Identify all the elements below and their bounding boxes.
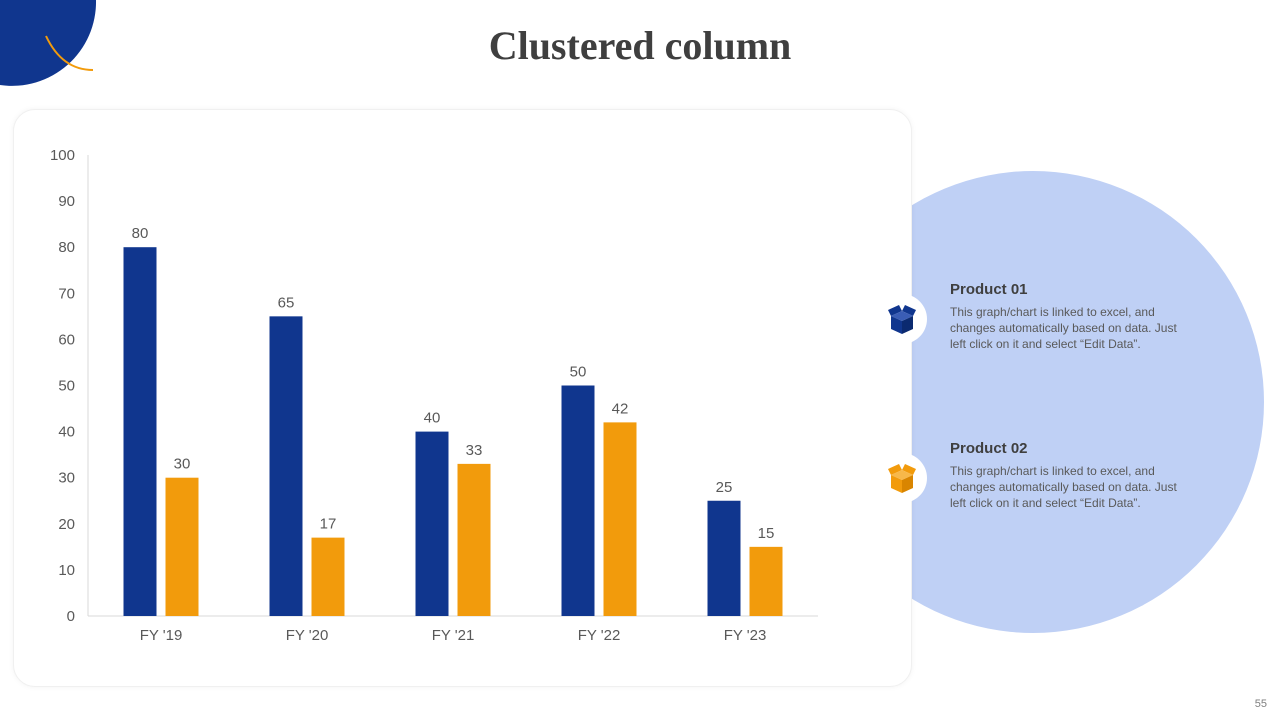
y-tick-label: 0 (67, 608, 75, 625)
y-tick-label: 70 (58, 285, 75, 302)
product-01-badge (877, 294, 927, 344)
bar-product-01 (415, 431, 449, 616)
data-label: 42 (612, 400, 629, 417)
y-tick-label: 30 (58, 470, 75, 487)
data-label: 30 (174, 456, 191, 473)
y-tick-label: 10 (58, 562, 75, 579)
bar-product-02 (749, 546, 783, 616)
open-box-icon (888, 464, 916, 493)
x-category-label: FY '19 (140, 627, 183, 644)
data-label: 50 (570, 364, 587, 381)
y-tick-label: 100 (50, 147, 75, 164)
product-02-badge (877, 453, 927, 503)
data-label: 25 (716, 479, 733, 496)
open-box-icon (888, 305, 916, 334)
x-category-label: FY '21 (432, 627, 475, 644)
legend-description: This graph/chart is linked to excel, and… (950, 305, 1177, 351)
page-number: 55 (1254, 698, 1267, 710)
data-label: 65 (278, 294, 295, 311)
corner-decoration (0, 0, 97, 86)
y-tick-label: 40 (58, 424, 75, 441)
bar-product-01 (123, 247, 157, 616)
data-label: 17 (320, 516, 337, 533)
x-category-label: FY '23 (724, 627, 767, 644)
legend-title: Product 02 (950, 440, 1028, 457)
clustered-column-chart: 0 10 20 30 40 50 60 70 80 90 100 80 30 FY '19 65 17 FY '… (50, 147, 818, 644)
y-tick-label: 80 (58, 239, 75, 256)
bar-product-01 (269, 316, 303, 616)
y-tick-label: 90 (58, 193, 75, 210)
data-label: 15 (758, 525, 775, 542)
bar-product-01 (561, 385, 595, 616)
bar-product-01 (707, 500, 741, 616)
bar-product-02 (603, 422, 637, 616)
bar-product-02 (457, 463, 491, 616)
y-tick-label: 60 (58, 331, 75, 348)
data-label: 80 (132, 225, 149, 242)
corner-quarter-circle (0, 0, 97, 86)
legend-description: This graph/chart is linked to excel, and… (950, 464, 1177, 510)
data-label: 33 (466, 442, 483, 459)
y-tick-label: 50 (58, 378, 75, 395)
y-tick-label: 20 (58, 516, 75, 533)
x-category-label: FY '22 (578, 627, 621, 644)
bar-product-02 (311, 537, 345, 616)
corner-accent-arc (45, 35, 94, 71)
slide-title: Clustered column (488, 23, 792, 68)
data-label: 40 (424, 410, 441, 427)
legend-title: Product 01 (950, 281, 1028, 298)
legend-product-01: Product 01 This graph/chart is linked to… (950, 281, 1180, 352)
x-category-label: FY '20 (286, 627, 329, 644)
bar-product-02 (165, 477, 199, 616)
legend-product-02: Product 02 This graph/chart is linked to… (950, 440, 1180, 511)
chart-card: 0 10 20 30 40 50 60 70 80 90 100 80 30 FY '19 65 17 FY '… (13, 109, 912, 687)
